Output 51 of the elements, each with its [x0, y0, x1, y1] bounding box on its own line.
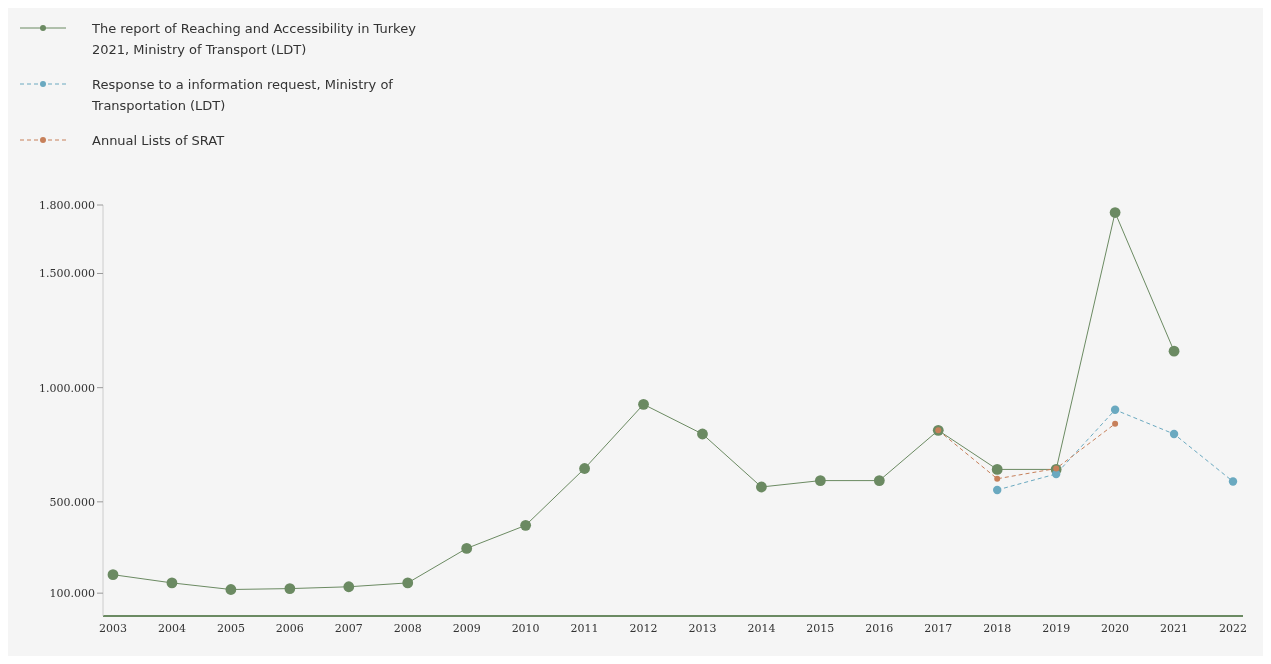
point — [991, 464, 1003, 475]
point — [579, 463, 590, 474]
point — [1110, 405, 1120, 415]
y-tick-label: 500.000 — [49, 495, 95, 509]
point — [520, 519, 532, 531]
point — [814, 475, 826, 486]
x-tick-label: 2011 — [570, 621, 599, 635]
point — [1169, 429, 1179, 439]
x-tick-label: 2004 — [157, 621, 186, 635]
point — [402, 577, 414, 589]
point — [993, 485, 1002, 495]
point — [638, 398, 649, 410]
point — [756, 481, 767, 493]
point — [697, 428, 708, 440]
x-tick-label: 2022 — [1219, 621, 1247, 635]
point — [1112, 420, 1119, 427]
legend-label: Response to a information request, Ministry of Transportation (LDT) — [92, 76, 394, 115]
x-tick-label: 2009 — [452, 621, 481, 635]
point — [225, 584, 237, 595]
point — [107, 569, 119, 581]
x-tick-label: 2007 — [334, 621, 363, 635]
y-tick-label: 100.000 — [49, 587, 95, 601]
point — [994, 475, 1001, 482]
point — [1228, 477, 1238, 486]
x-tick-label: 2010 — [511, 621, 540, 635]
point — [873, 475, 885, 486]
x-tick-label: 2012 — [629, 621, 658, 635]
x-tick-label: 2021 — [1160, 621, 1189, 635]
x-tick-label: 2015 — [806, 621, 835, 635]
x-tick-label: 2003 — [99, 621, 127, 635]
y-tick-label: 1.500.000 — [39, 267, 95, 281]
y-tick-label: 1.800.000 — [39, 198, 95, 212]
x-tick-label: 2014 — [747, 621, 776, 635]
x-tick-label: 2005 — [216, 621, 245, 635]
x-tick-label: 2018 — [983, 621, 1012, 635]
point — [284, 583, 296, 594]
x-tick-label: 2017 — [924, 621, 953, 635]
point — [461, 543, 473, 554]
legend-label: Annual Lists of SRAT — [92, 132, 226, 150]
x-tick-label: 2008 — [393, 621, 422, 635]
y-tick-label: 1.000.000 — [39, 381, 95, 395]
point — [343, 581, 355, 593]
x-tick-label: 2020 — [1101, 621, 1130, 635]
x-tick-label: 2006 — [275, 621, 304, 635]
legend-label: The report of Reaching and Accessibility in Turkey 2021, Ministry of Transport (LDT) — [92, 20, 417, 59]
x-tick-label: 2013 — [688, 621, 717, 635]
point — [1109, 207, 1121, 218]
point — [1168, 345, 1180, 357]
x-tick-label: 2016 — [865, 621, 894, 635]
point — [166, 577, 178, 589]
x-tick-label: 2019 — [1042, 621, 1071, 635]
